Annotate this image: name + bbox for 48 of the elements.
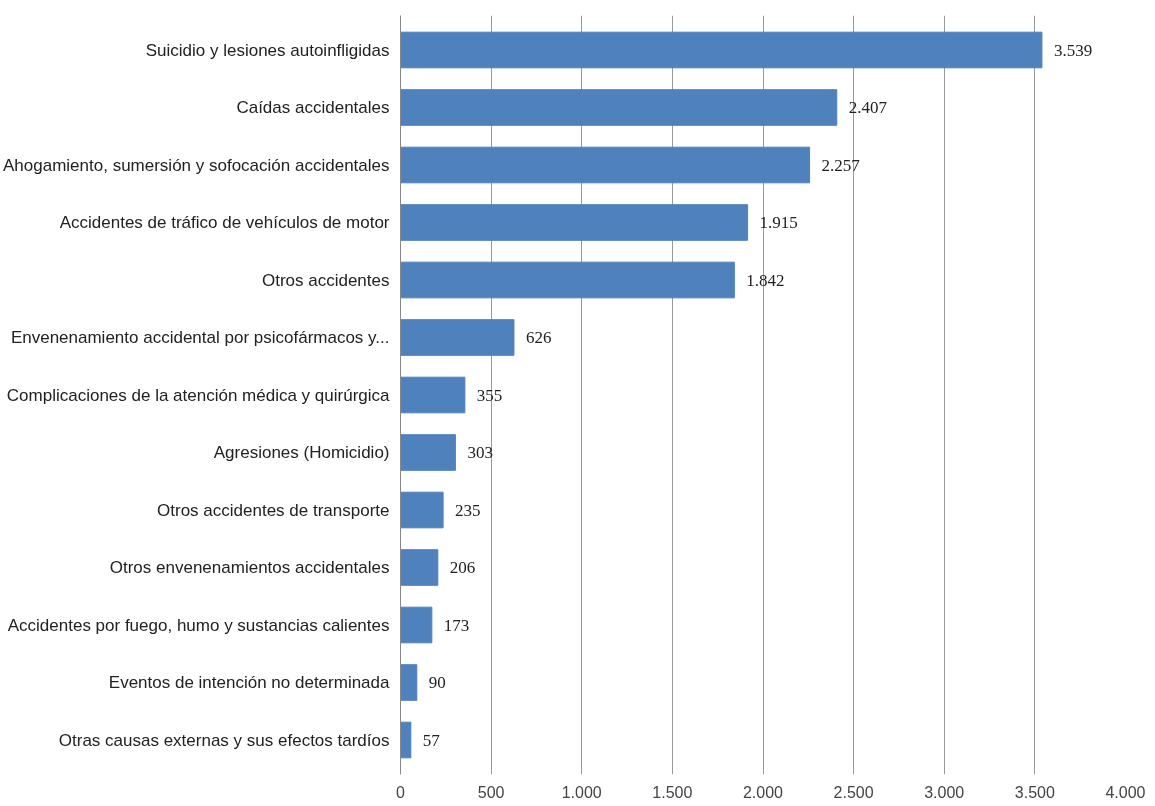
x-tick-label: 3.000 xyxy=(924,783,965,801)
y-tick-label: Accidentes por fuego, humo y sustancias calientes xyxy=(7,615,390,635)
data-label: 1.915 xyxy=(759,213,798,232)
x-tick-label: 500 xyxy=(477,783,505,801)
y-tick-label: Ahogamiento, sumersión y sofocación accidentales xyxy=(3,155,390,175)
x-tick-label: 0 xyxy=(396,783,406,801)
data-label: 303 xyxy=(467,443,493,462)
bar xyxy=(400,721,412,759)
data-label: 206 xyxy=(449,558,476,577)
data-label: 3.539 xyxy=(1053,40,1093,60)
x-tick-label: 2.000 xyxy=(742,783,784,801)
y-tick-label: Eventos de intención no determinada xyxy=(108,673,391,692)
x-tick-label: 1.500 xyxy=(652,783,693,801)
x-tick-label: 1.000 xyxy=(561,783,602,801)
y-tick-label: Otras causas externas y sus efectos tardíos xyxy=(58,730,390,750)
data-label: 173 xyxy=(443,615,470,635)
y-tick-label: Complicaciones de la atención médica y quirúrgica xyxy=(6,385,391,405)
bar xyxy=(400,31,1043,69)
bar xyxy=(400,319,515,356)
bar xyxy=(400,434,456,471)
y-tick-label: Accidentes de tráfico de vehículos de motor xyxy=(59,213,390,232)
bar xyxy=(400,664,418,701)
bar xyxy=(400,549,439,586)
bar xyxy=(400,376,466,414)
y-tick-label: Otros accidentes de transporte xyxy=(157,500,390,520)
x-tick-label: 3.500 xyxy=(1014,783,1055,801)
data-label: 2.257 xyxy=(821,155,861,175)
y-tick-label: Suicidio y lesiones autoinfligidas xyxy=(145,40,390,60)
data-label: 626 xyxy=(525,328,552,347)
bar xyxy=(400,146,811,184)
data-label: 355 xyxy=(476,385,503,405)
bar xyxy=(400,261,735,299)
data-label: 90 xyxy=(428,673,446,692)
y-tick-label: Agresiones (Homicidio) xyxy=(213,443,390,462)
y-tick-label: Otros accidentes xyxy=(261,270,390,290)
data-label: 57 xyxy=(422,730,441,750)
data-label: 2.407 xyxy=(848,98,888,117)
bar xyxy=(400,606,433,644)
y-tick-label: Otros envenenamientos accidentales xyxy=(109,558,390,577)
bar xyxy=(400,89,838,126)
x-tick-label: 4.000 xyxy=(1105,783,1146,801)
data-label: 235 xyxy=(455,500,481,520)
y-tick-label: Caídas accidentales xyxy=(236,98,390,117)
data-label: 1.842 xyxy=(746,270,785,290)
bar xyxy=(400,204,749,241)
x-tick-label: 2.500 xyxy=(833,783,874,801)
y-tick-label: Envenenamiento accidental por psicofármacos y... xyxy=(10,328,390,347)
bar xyxy=(400,491,444,529)
